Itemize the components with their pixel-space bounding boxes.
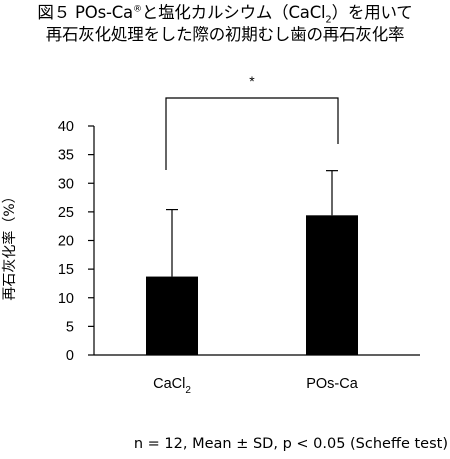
y-tick-label: 30 <box>58 176 74 192</box>
x-tick-label: POs-Ca <box>306 376 359 392</box>
bar <box>306 215 358 355</box>
title-prefix: 図５ POs-Ca <box>37 3 133 22</box>
chart-title-line-2: 再石灰化処理をした際の初期むし歯の再石灰化率 <box>45 25 405 44</box>
title-registered-mark: ® <box>132 4 142 15</box>
chart-footnote: n = 12, Mean ± SD, p < 0.05 (Scheffe tes… <box>133 436 448 452</box>
title-mid: と塩化カルシウム（CaCl <box>141 3 326 22</box>
x-tick-label: CaCl2 <box>153 376 191 396</box>
y-tick-label: 25 <box>58 205 74 221</box>
y-tick-label: 20 <box>58 234 74 250</box>
bar <box>146 276 198 355</box>
significance-marker: * <box>249 73 255 89</box>
y-tick-label: 40 <box>58 119 74 135</box>
y-tick-label: 0 <box>66 348 74 364</box>
chart-title-line-1: 図５ POs-Ca®と塩化カルシウム（CaCl2）を用いて <box>0 3 450 30</box>
y-tick-label: 15 <box>58 262 74 278</box>
title-suffix: ）を用いて <box>331 3 413 22</box>
y-axis-label: 再石灰化率（%） <box>2 189 18 301</box>
significance-bracket <box>165 97 339 170</box>
y-tick-label: 10 <box>58 291 74 307</box>
title-subscript: 2 <box>325 14 332 26</box>
y-tick-label: 5 <box>66 319 74 335</box>
y-tick-label: 35 <box>58 148 74 164</box>
